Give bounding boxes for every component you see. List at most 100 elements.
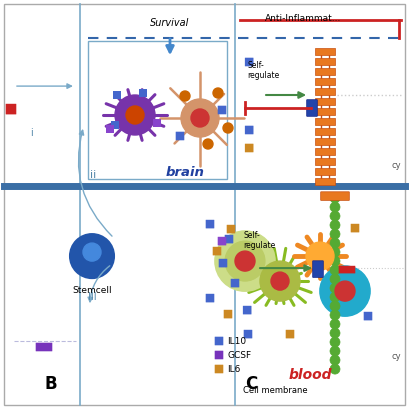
FancyBboxPatch shape [243,306,252,315]
Circle shape [260,261,300,301]
FancyBboxPatch shape [315,138,335,145]
FancyBboxPatch shape [315,78,335,85]
FancyBboxPatch shape [218,237,226,245]
FancyBboxPatch shape [139,89,147,97]
FancyBboxPatch shape [224,310,232,318]
FancyBboxPatch shape [213,247,221,255]
Circle shape [335,281,355,301]
FancyBboxPatch shape [315,58,335,65]
FancyBboxPatch shape [225,235,233,243]
Circle shape [330,229,340,239]
Text: Self-
regulate: Self- regulate [247,61,279,80]
Text: Self-
regulate: Self- regulate [243,231,275,250]
FancyBboxPatch shape [315,108,335,115]
Circle shape [330,301,340,311]
Text: IL6: IL6 [227,364,240,373]
FancyBboxPatch shape [215,365,223,373]
FancyBboxPatch shape [315,158,335,165]
Text: Survival: Survival [151,18,190,28]
Circle shape [235,251,255,271]
Circle shape [330,283,340,293]
Circle shape [271,272,289,290]
Text: IL10: IL10 [227,337,246,346]
Text: Anti-Inflammat...: Anti-Inflammat... [265,14,342,23]
Circle shape [330,238,340,248]
FancyBboxPatch shape [36,343,52,351]
FancyBboxPatch shape [106,125,114,133]
Circle shape [70,234,114,278]
FancyBboxPatch shape [219,259,227,267]
FancyBboxPatch shape [245,126,254,134]
Circle shape [215,231,275,291]
FancyBboxPatch shape [307,100,317,116]
Circle shape [115,95,155,135]
FancyBboxPatch shape [215,337,223,345]
FancyBboxPatch shape [313,261,323,277]
FancyBboxPatch shape [244,330,252,338]
Text: ii: ii [90,170,96,180]
FancyBboxPatch shape [286,330,294,338]
Text: B: B [45,375,58,393]
Text: cy: cy [391,352,401,361]
Text: cy: cy [391,161,401,170]
FancyBboxPatch shape [176,132,184,140]
Text: i: i [30,128,33,138]
FancyBboxPatch shape [153,119,161,127]
FancyBboxPatch shape [364,312,372,320]
Circle shape [330,346,340,356]
FancyBboxPatch shape [113,91,121,99]
Circle shape [330,292,340,302]
FancyBboxPatch shape [245,58,254,66]
Text: blood: blood [288,368,332,382]
Circle shape [203,139,213,149]
FancyBboxPatch shape [215,351,223,359]
FancyBboxPatch shape [321,192,349,200]
FancyBboxPatch shape [339,266,355,273]
Circle shape [330,355,340,365]
FancyBboxPatch shape [4,4,405,405]
Circle shape [330,328,340,338]
Circle shape [126,106,144,124]
Circle shape [320,266,370,316]
Circle shape [330,265,340,275]
FancyBboxPatch shape [315,68,335,75]
FancyBboxPatch shape [206,220,214,228]
Circle shape [330,211,340,221]
Circle shape [330,337,340,347]
FancyBboxPatch shape [218,106,226,114]
FancyBboxPatch shape [315,168,335,175]
FancyBboxPatch shape [315,178,335,185]
FancyBboxPatch shape [6,104,16,115]
Circle shape [306,242,334,270]
FancyBboxPatch shape [315,88,335,95]
Circle shape [330,310,340,320]
Circle shape [225,241,265,281]
FancyBboxPatch shape [245,144,254,152]
Text: C: C [245,375,257,393]
Circle shape [83,243,101,261]
Text: Stemcell: Stemcell [72,286,112,295]
FancyBboxPatch shape [315,128,335,135]
Circle shape [191,109,209,127]
Circle shape [330,319,340,329]
FancyBboxPatch shape [206,294,214,302]
FancyBboxPatch shape [111,121,119,129]
FancyBboxPatch shape [315,118,335,125]
Circle shape [330,274,340,284]
FancyBboxPatch shape [315,98,335,105]
FancyBboxPatch shape [315,48,335,55]
Circle shape [330,202,340,212]
Circle shape [330,256,340,266]
FancyBboxPatch shape [315,148,335,155]
Circle shape [223,123,233,133]
Text: Cell membrane: Cell membrane [243,386,308,395]
Circle shape [180,91,190,101]
Circle shape [330,364,340,374]
Circle shape [213,88,223,98]
Text: III: III [88,292,96,302]
FancyBboxPatch shape [351,224,359,232]
Text: brain: brain [166,166,204,179]
Circle shape [181,99,219,137]
FancyBboxPatch shape [231,279,239,288]
Circle shape [330,220,340,230]
